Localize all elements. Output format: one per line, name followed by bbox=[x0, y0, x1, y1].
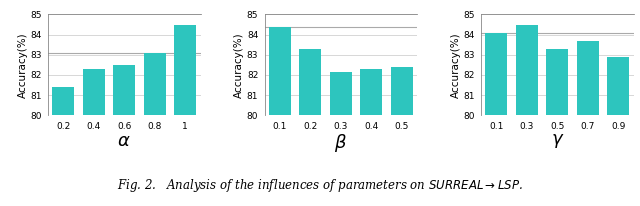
Bar bbox=[83, 69, 105, 115]
Bar bbox=[174, 25, 196, 115]
Bar bbox=[577, 41, 599, 115]
X-axis label: $\alpha$: $\alpha$ bbox=[118, 132, 131, 150]
Bar bbox=[391, 67, 413, 115]
Bar bbox=[330, 72, 352, 115]
X-axis label: $\gamma$: $\gamma$ bbox=[550, 132, 564, 150]
Bar bbox=[269, 27, 291, 115]
Bar bbox=[144, 53, 166, 115]
Bar bbox=[113, 65, 135, 115]
Y-axis label: Accuracy(%): Accuracy(%) bbox=[451, 32, 461, 98]
Y-axis label: Accuracy(%): Accuracy(%) bbox=[17, 32, 28, 98]
Text: Fig. 2.   Analysis of the influences of parameters on $SURREAL \rightarrow LSP$.: Fig. 2. Analysis of the influences of pa… bbox=[117, 177, 523, 194]
Bar bbox=[300, 49, 321, 115]
Bar bbox=[360, 69, 382, 115]
Bar bbox=[516, 25, 538, 115]
Bar bbox=[52, 87, 74, 115]
Bar bbox=[485, 33, 508, 115]
Y-axis label: Accuracy(%): Accuracy(%) bbox=[234, 32, 244, 98]
X-axis label: $\beta$: $\beta$ bbox=[334, 132, 348, 154]
Bar bbox=[547, 49, 568, 115]
Bar bbox=[607, 57, 629, 115]
